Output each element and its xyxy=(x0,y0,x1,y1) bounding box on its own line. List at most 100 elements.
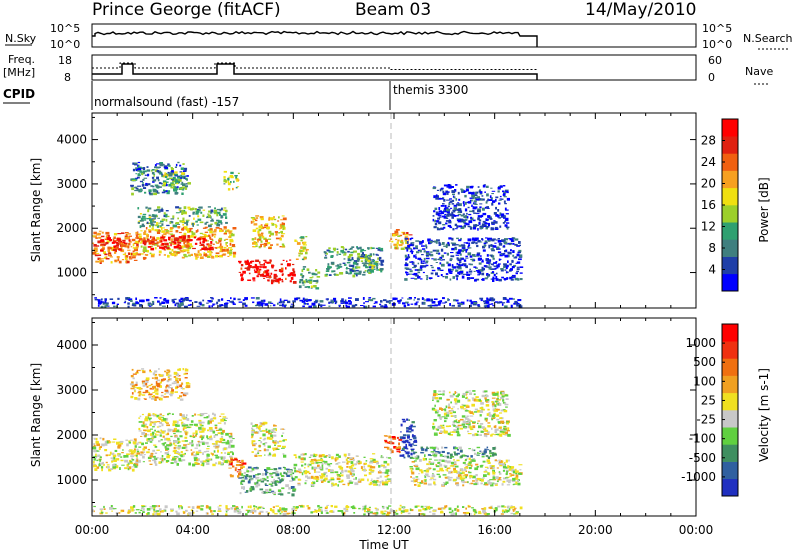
heatmap-cell xyxy=(166,173,169,176)
heatmap-cell xyxy=(504,215,506,217)
heatmap-cell xyxy=(451,264,454,266)
heatmap-cell xyxy=(474,481,477,484)
heatmap-cell xyxy=(212,303,216,305)
heatmap-cell xyxy=(141,370,144,372)
heatmap-cell xyxy=(93,456,98,459)
heatmap-cell xyxy=(432,218,435,222)
heatmap-cell xyxy=(473,259,476,261)
heatmap-cell xyxy=(274,444,276,446)
heatmap-cell xyxy=(493,273,496,277)
heatmap-cell xyxy=(137,397,141,401)
heatmap-cell xyxy=(259,264,264,266)
heatmap-cell xyxy=(202,427,204,431)
heatmap-cell xyxy=(397,239,400,242)
heatmap-cell xyxy=(486,394,488,398)
heatmap-cell xyxy=(274,481,276,484)
heatmap-cell xyxy=(164,442,167,444)
heatmap-cell xyxy=(99,446,102,448)
heatmap-cell xyxy=(165,447,170,450)
heatmap-cell xyxy=(164,437,168,441)
heatmap-cell xyxy=(220,457,223,460)
heatmap-cell xyxy=(355,269,359,272)
heatmap-cell xyxy=(194,242,198,245)
heatmap-cell xyxy=(405,271,409,274)
heatmap-cell xyxy=(280,226,282,229)
heatmap-cell xyxy=(143,429,147,432)
heatmap-cell xyxy=(139,304,143,307)
heatmap-cell xyxy=(159,413,162,415)
heatmap-cell xyxy=(160,394,164,397)
heatmap-cell xyxy=(266,472,269,474)
heatmap-cell xyxy=(292,270,296,274)
heatmap-cell xyxy=(380,259,385,263)
heatmap-cell xyxy=(289,474,293,476)
heatmap-cell xyxy=(427,454,431,456)
heatmap-cell xyxy=(414,297,416,299)
heatmap-cell xyxy=(319,475,324,479)
heatmap-cell xyxy=(276,441,280,444)
heatmap-cell xyxy=(482,198,485,201)
heatmap-cell xyxy=(268,483,273,485)
heatmap-cell xyxy=(290,272,294,275)
heatmap-cell xyxy=(479,227,484,230)
heatmap-cell xyxy=(411,421,415,424)
heatmap-cell xyxy=(452,406,455,408)
heatmap-cell xyxy=(418,240,422,244)
heatmap-cell xyxy=(256,426,259,428)
heatmap-cell xyxy=(181,221,186,223)
heatmap-cell xyxy=(128,450,131,452)
heatmap-cell xyxy=(154,398,157,401)
heatmap-cell xyxy=(195,220,198,223)
heatmap-cell xyxy=(254,431,258,434)
heatmap-cell xyxy=(261,233,264,237)
heatmap-cell xyxy=(349,472,352,475)
heatmap-cell xyxy=(397,436,399,439)
heatmap-cell xyxy=(373,302,376,304)
heatmap-cell xyxy=(451,423,455,426)
heatmap-cell xyxy=(385,300,390,303)
heatmap-cell xyxy=(517,299,522,302)
heatmap-cell xyxy=(399,234,403,237)
heatmap-cell xyxy=(260,227,265,230)
heatmap-cell xyxy=(430,251,433,253)
heatmap-cell xyxy=(163,165,168,169)
heatmap-cell xyxy=(161,234,164,237)
heatmap-cell xyxy=(372,453,376,455)
heatmap-cell xyxy=(198,451,202,454)
nave-tick-60: 60 xyxy=(708,54,722,67)
heatmap-cell xyxy=(268,247,272,250)
heatmap-cell xyxy=(210,209,214,213)
heatmap-cell xyxy=(471,397,475,399)
heatmap-cell xyxy=(223,228,227,230)
heatmap-cell xyxy=(364,474,367,477)
heatmap-cell xyxy=(252,277,256,280)
heatmap-cell xyxy=(476,253,480,257)
heatmap-cell xyxy=(151,227,154,231)
heatmap-cell xyxy=(99,261,102,264)
heatmap-cell xyxy=(274,440,277,442)
heatmap-cell xyxy=(158,461,161,464)
heatmap-cell xyxy=(379,469,381,472)
heatmap-cell xyxy=(174,192,179,194)
heatmap-cell xyxy=(166,452,169,455)
heatmap-cell xyxy=(511,276,515,278)
heatmap-cell xyxy=(454,461,457,464)
heatmap-cell xyxy=(301,472,304,476)
heatmap-cell xyxy=(124,455,129,458)
heatmap-cell xyxy=(486,298,490,302)
heatmap-cell xyxy=(261,491,264,494)
heatmap-cell xyxy=(417,271,421,274)
heatmap-cell xyxy=(252,218,254,221)
heatmap-cell xyxy=(136,189,141,192)
heatmap-cell xyxy=(198,209,201,212)
heatmap-cell xyxy=(414,247,418,249)
heatmap-cell xyxy=(331,456,334,460)
heatmap-cell xyxy=(404,264,408,267)
heatmap-cell xyxy=(502,401,506,404)
heatmap-cell xyxy=(357,272,362,275)
heatmap-cell xyxy=(415,457,419,460)
heatmap-cell xyxy=(144,398,147,400)
heatmap-cell xyxy=(255,474,260,476)
heatmap-cell xyxy=(453,210,456,213)
heatmap-cell xyxy=(232,452,234,456)
